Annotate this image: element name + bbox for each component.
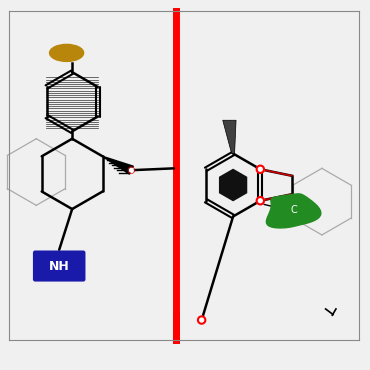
- Circle shape: [257, 197, 264, 205]
- Polygon shape: [223, 120, 236, 154]
- FancyBboxPatch shape: [33, 250, 85, 282]
- Circle shape: [130, 168, 133, 172]
- Ellipse shape: [50, 44, 84, 61]
- Circle shape: [257, 166, 264, 173]
- Polygon shape: [219, 169, 247, 201]
- Text: NH: NH: [49, 260, 70, 273]
- Polygon shape: [102, 156, 133, 174]
- Polygon shape: [266, 194, 321, 228]
- Circle shape: [198, 316, 205, 324]
- Text: C: C: [290, 205, 297, 215]
